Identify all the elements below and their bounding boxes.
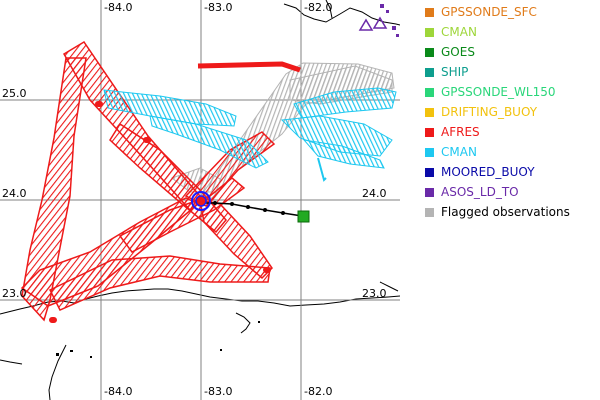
legend-label: GPSSONDE_WL150: [441, 85, 556, 99]
legend-item: AFRES: [404, 124, 600, 144]
legend-item: Flagged observations: [404, 204, 600, 224]
cuba-inlet: [235, 312, 251, 334]
afres-observations: [20, 40, 276, 322]
afres-leg-west: [21, 57, 87, 322]
asos-observations: [358, 16, 388, 31]
legend-swatch: [425, 128, 434, 137]
legend-swatch: [425, 108, 434, 117]
left-lat-label: 24.0: [2, 187, 27, 200]
legend-swatch: [425, 148, 434, 157]
legend-label: GPSSONDE_SFC: [441, 5, 537, 19]
legend-item: ASOS_LD_TO: [404, 184, 600, 204]
cman-observations: [103, 87, 397, 169]
asos-triangle-1: [358, 18, 374, 31]
legend-item: GPSSONDE_SFC: [404, 4, 600, 24]
cuba-coast-islets: [56, 321, 260, 358]
legend-swatch: [425, 8, 434, 17]
legend-label: MOORED_BUOY: [441, 165, 535, 179]
legend-item: CMAN: [404, 24, 600, 44]
afres-leg-south: [48, 255, 271, 311]
legend-swatch: [425, 68, 434, 77]
legend-swatch: [425, 88, 434, 97]
legend-label: SHIP: [441, 65, 469, 79]
bottom-lon-label: -83.0: [204, 385, 232, 398]
cuba-north-islet: [379, 281, 399, 292]
bottom-lon-label: -84.0: [104, 385, 132, 398]
storm-center-ring-inner: [195, 195, 207, 207]
bottom-lon-label: -82.0: [304, 385, 332, 398]
cman-band-west: [103, 89, 237, 127]
track-point: [230, 202, 234, 206]
longitude-labels-top: -84.0 -83.0 -82.0: [104, 1, 332, 14]
wind-observation-map: -84.0 -83.0 -82.0 -84.0 -83.0 -82.0 25.0…: [0, 0, 400, 400]
afres-top-track: [197, 61, 301, 73]
asos-triangle-2: [372, 16, 388, 29]
legend-item: SHIP: [404, 64, 600, 84]
legend-label: CMAN: [441, 145, 477, 159]
top-lon-label: -83.0: [204, 1, 232, 14]
track-point: [213, 201, 217, 205]
asos-station-marks: [380, 4, 399, 37]
track-point: [281, 211, 285, 215]
left-lat-label: 25.0: [2, 87, 27, 100]
florida-keys-upper: [325, 0, 333, 19]
legend-swatch: [425, 48, 434, 57]
legend-swatch: [425, 188, 434, 197]
legend: GPSSONDE_SFC CMAN GOES SHIP GPSSONDE_WL1…: [404, 4, 600, 224]
longitude-labels-bottom: -84.0 -83.0 -82.0: [104, 385, 332, 398]
afres-dots: [49, 101, 271, 323]
legend-item: GOES: [404, 44, 600, 64]
legend-item: DRIFTING_BUOY: [404, 104, 600, 124]
top-lon-label: -82.0: [304, 1, 332, 14]
left-lat-label: 23.0: [2, 287, 27, 300]
legend-label: CMAN: [441, 25, 477, 39]
legend-item: CMAN: [404, 144, 600, 164]
legend-item: GPSSONDE_WL150: [404, 84, 600, 104]
cuba-coast-south-detail: [0, 359, 23, 365]
track-point: [246, 205, 250, 209]
forecast-end-marker: [297, 210, 310, 223]
right-lat-label: 24.0: [362, 187, 387, 200]
storm-center-ring-outer: [191, 191, 211, 211]
legend-label: ASOS_LD_TO: [441, 185, 519, 199]
storm-track: [191, 191, 310, 223]
isla-juventud-coast: [48, 344, 67, 400]
top-lon-label: -84.0: [104, 1, 132, 14]
legend-swatch: [425, 168, 434, 177]
legend-label: AFRES: [441, 125, 480, 139]
legend-item: MOORED_BUOY: [404, 164, 600, 184]
latitude-labels-right: 24.0 23.0: [362, 187, 387, 300]
track-point: [263, 208, 267, 212]
cman-band-mid: [149, 115, 269, 169]
florida-keys: [283, 3, 400, 26]
legend-label: GOES: [441, 45, 475, 59]
latitude-labels-left: 25.0 24.0 23.0: [2, 87, 27, 300]
legend-label: DRIFTING_BUOY: [441, 105, 538, 119]
right-lat-label: 23.0: [362, 287, 387, 300]
legend-swatch: [425, 208, 434, 217]
legend-label: Flagged observations: [441, 205, 570, 219]
cman-band-east-3: [302, 139, 385, 169]
cman-detail: [317, 157, 327, 182]
legend-swatch: [425, 28, 434, 37]
